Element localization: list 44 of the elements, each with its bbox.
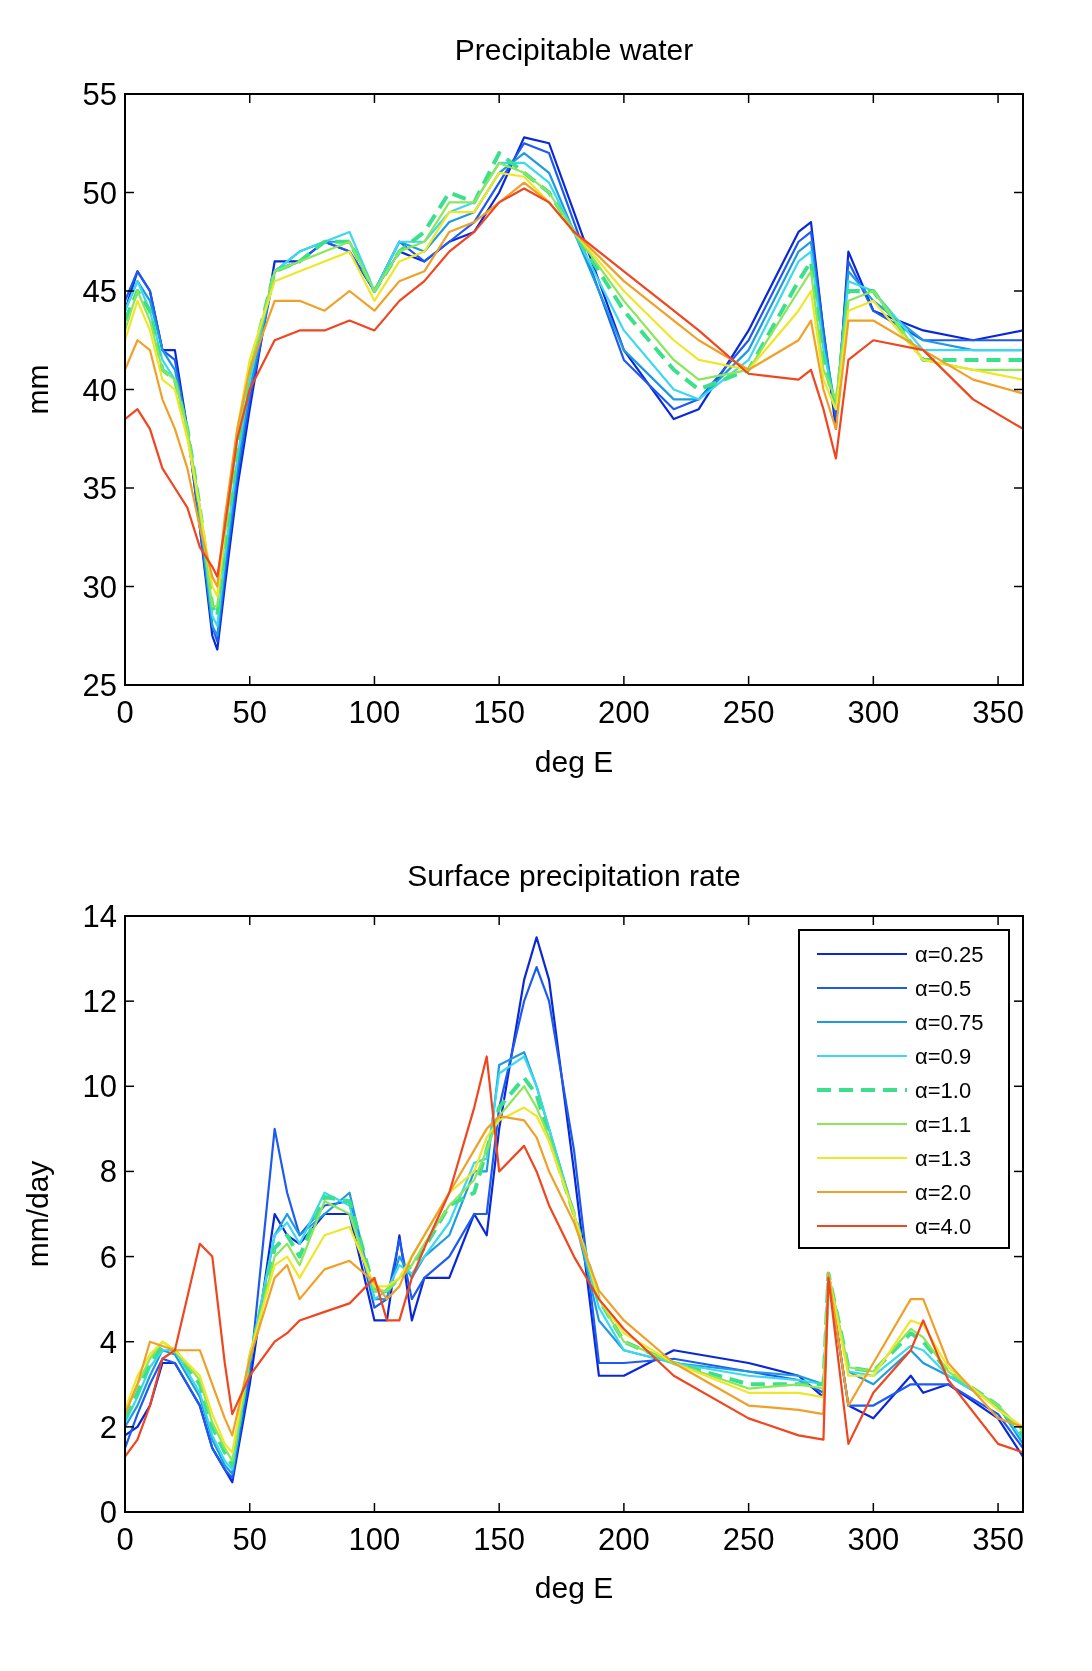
x-tick-label: 50 (232, 1522, 267, 1557)
y-tick-label: 12 (82, 984, 117, 1020)
legend-label: α=0.75 (915, 1010, 984, 1035)
y-tick-label: 10 (82, 1069, 117, 1105)
y-tick-label: 40 (82, 372, 117, 408)
y-tick-label: 55 (82, 77, 117, 112)
x-tick-label: 150 (473, 1522, 526, 1557)
x-tick-label: 350 (972, 695, 1024, 730)
y-tick-label: 35 (82, 471, 117, 506)
legend-label: α=0.9 (915, 1044, 972, 1069)
chart-title: Precipitable water (454, 33, 694, 66)
x-tick-label: 300 (847, 695, 900, 730)
y-tick-label: 30 (82, 569, 117, 605)
y-tick-label: 50 (82, 175, 117, 211)
y-tick-label: 6 (99, 1239, 117, 1275)
y-tick-label: 25 (82, 668, 117, 703)
y-axis-title: mm/day (21, 1160, 54, 1268)
x-tick-label: 250 (722, 1522, 775, 1557)
y-tick-label: 14 (82, 899, 117, 934)
legend-label: α=1.3 (915, 1146, 972, 1171)
x-tick-label: 300 (847, 1522, 900, 1557)
chart-title: Surface precipitation rate (407, 859, 741, 892)
x-tick-label: 100 (348, 695, 401, 730)
legend-label: α=0.25 (915, 942, 984, 967)
x-tick-label: 200 (598, 1522, 650, 1557)
x-tick-label: 200 (598, 695, 650, 730)
y-tick-label: 0 (99, 1495, 117, 1530)
x-tick-label: 350 (972, 1522, 1024, 1557)
legend-label: α=0.5 (915, 976, 972, 1001)
x-tick-label: 250 (722, 695, 775, 730)
x-tick-label: 150 (473, 695, 526, 730)
x-tick-label: 50 (232, 695, 267, 730)
legend-label: α=4.0 (915, 1214, 972, 1239)
y-axis-title: mm (21, 364, 54, 415)
y-tick-label: 45 (82, 274, 117, 309)
legend-label: α=2.0 (915, 1180, 972, 1205)
legend-label: α=1.1 (915, 1112, 972, 1137)
y-tick-label: 2 (99, 1409, 117, 1445)
y-tick-label: 4 (99, 1324, 117, 1360)
x-axis-title: deg E (534, 1571, 614, 1604)
x-tick-label: 100 (348, 1522, 401, 1557)
x-axis-title: deg E (534, 745, 614, 778)
legend-label: α=1.0 (915, 1078, 972, 1103)
y-tick-label: 8 (99, 1154, 117, 1190)
